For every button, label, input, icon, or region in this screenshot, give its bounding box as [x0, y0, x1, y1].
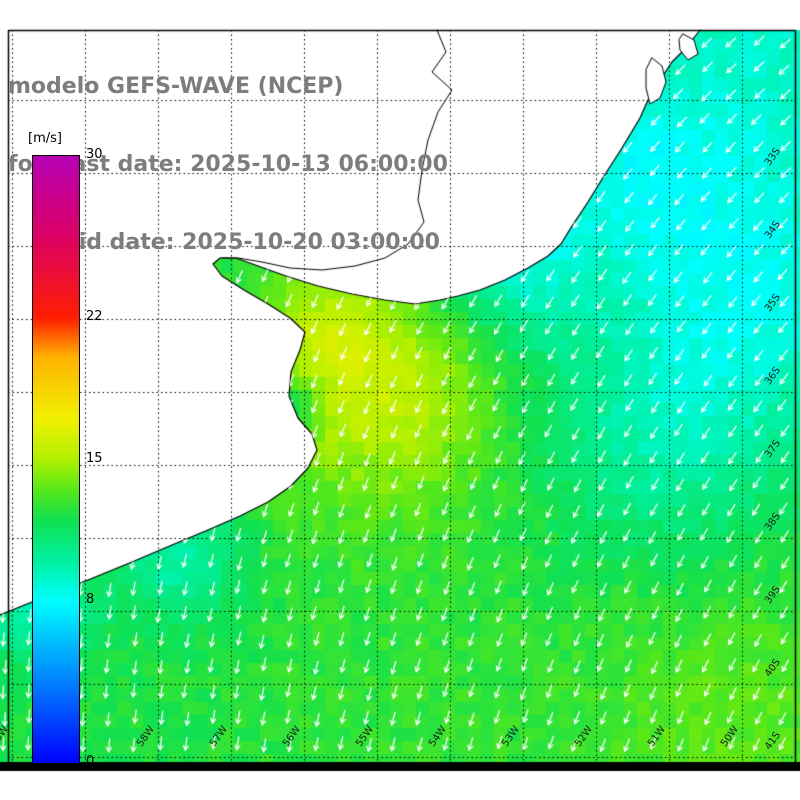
- colorbar: [m/s] 30 22 15 8 0: [28, 131, 103, 769]
- colorbar-tick-15: 15: [86, 450, 103, 466]
- colorbar-unit-label: [m/s]: [28, 131, 62, 146]
- colorbar-tick-22: 22: [86, 308, 103, 324]
- colorbar-tick-8: 8: [86, 592, 95, 608]
- colorbar-tick-30: 30: [86, 147, 103, 162]
- colorbar-gradient: [32, 155, 80, 764]
- valid-date-line: valid date: 2025-10-20 03:00:00: [42, 230, 440, 255]
- model-title: modelo GEFS-WAVE (NCEP): [8, 74, 344, 99]
- colorbar-tick-0: 0: [86, 754, 95, 769]
